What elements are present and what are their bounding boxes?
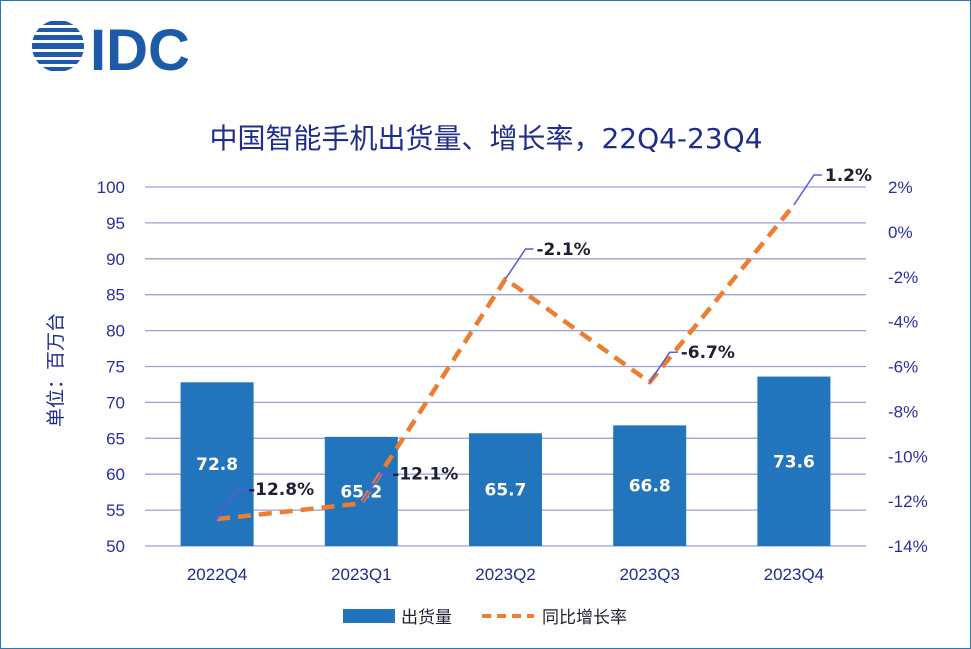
left-tick-label: 60 <box>106 465 125 484</box>
right-tick-label: -12% <box>888 492 928 511</box>
chart-title: 中国智能手机出货量、增长率，22Q4-23Q4 <box>209 122 762 155</box>
bar-value-label: 73.6 <box>773 452 815 472</box>
bar <box>757 376 831 546</box>
right-tick-label: 0% <box>888 223 913 242</box>
logo-text: IDC <box>90 18 190 76</box>
growth-value-label: -6.7% <box>681 343 735 363</box>
bar <box>469 433 542 546</box>
right-tick-label: -10% <box>888 447 928 466</box>
x-tick-label: 2022Q4 <box>187 565 248 584</box>
right-tick-label: -14% <box>888 537 928 556</box>
label-leader-line <box>649 351 678 383</box>
left-tick-label: 95 <box>106 214 125 233</box>
left-axis-ticks: 50 55 60 65 70 75 80 85 90 95 100 <box>97 178 125 556</box>
bar <box>324 436 398 546</box>
left-tick-label: 75 <box>106 358 125 377</box>
idc-logo: IDC <box>32 18 190 76</box>
left-tick-label: 80 <box>106 322 125 341</box>
legend-label-shipments: 出货量 <box>401 608 452 628</box>
label-leader-line <box>504 248 534 280</box>
right-tick-label: -6% <box>888 358 918 377</box>
bar-value-label: 72.8 <box>196 455 238 475</box>
legend: 出货量 同比增长率 <box>343 608 627 628</box>
x-tick-label: 2023Q3 <box>619 565 680 584</box>
bars: 72.865.2 65.7 66.873.6 <box>180 376 831 546</box>
left-tick-label: 85 <box>106 286 125 305</box>
x-tick-label: 2023Q1 <box>331 565 392 584</box>
legend-label-growth: 同比增长率 <box>542 608 627 628</box>
growth-value-label: -12.1% <box>392 464 458 484</box>
growth-value-label: 1.2% <box>825 166 872 186</box>
bar <box>613 425 687 546</box>
x-axis-ticks: 2022Q4 2023Q1 2023Q2 2023Q3 2023Q4 <box>187 565 824 584</box>
left-tick-label: 90 <box>106 250 125 269</box>
right-tick-label: -8% <box>888 402 918 421</box>
growth-line: -12.8% -12.1% -2.1% -6.7% 1.2% <box>216 166 872 522</box>
left-tick-label: 70 <box>106 393 125 412</box>
left-tick-label: 65 <box>106 429 125 448</box>
right-tick-label: -4% <box>888 313 918 332</box>
bar-value-label: 66.8 <box>629 477 671 497</box>
right-axis-ticks: -14% -12% -10% -8% -6% -4% -2% 0% 2% <box>888 178 928 556</box>
growth-value-label: -2.1% <box>537 240 591 260</box>
left-tick-label: 100 <box>97 178 125 197</box>
globe-icon <box>32 21 84 71</box>
right-tick-label: -2% <box>888 268 918 287</box>
left-tick-label: 55 <box>106 501 125 520</box>
right-tick-label: 2% <box>888 178 913 197</box>
y-axis-label: 单位：百万台 <box>45 313 67 427</box>
label-leader-line <box>216 488 246 520</box>
legend-swatch-bar <box>343 609 395 623</box>
bar-value-label: 65.7 <box>485 481 527 501</box>
label-leader-line <box>793 174 822 206</box>
left-tick-label: 50 <box>106 537 125 556</box>
growth-value-label: -12.8% <box>248 480 314 500</box>
x-tick-label: 2023Q4 <box>764 565 825 584</box>
label-leader-line <box>360 472 390 504</box>
x-tick-label: 2023Q2 <box>475 565 536 584</box>
